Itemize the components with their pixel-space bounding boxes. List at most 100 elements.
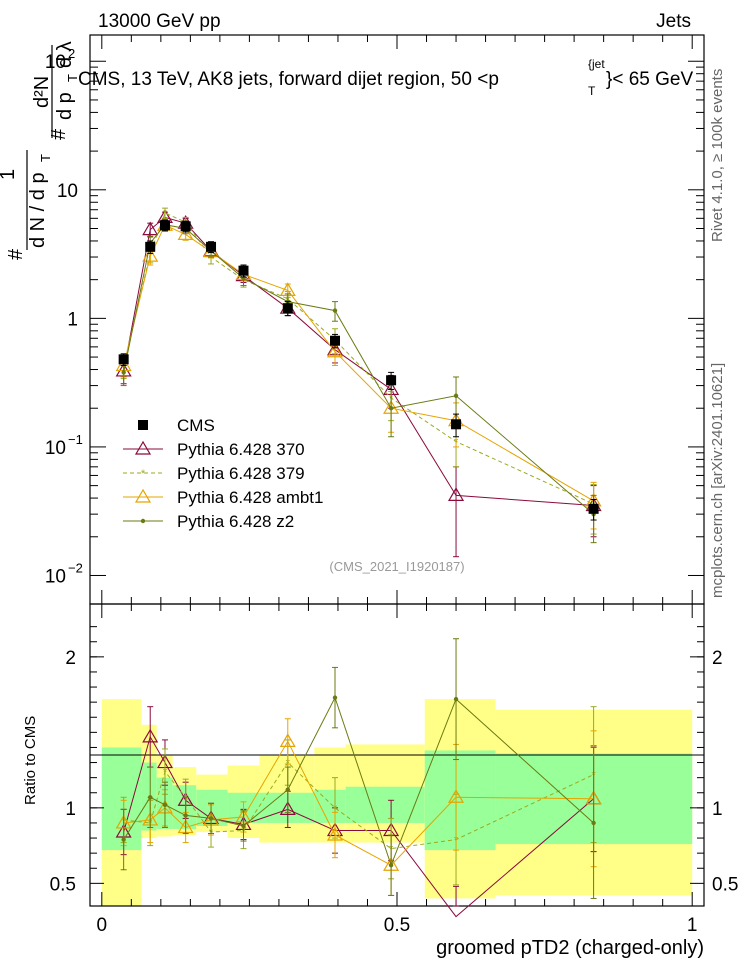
p379-marker: * <box>163 767 168 779</box>
legend-label: Pythia 6.428 z2 <box>177 512 294 531</box>
z2-marker <box>121 370 126 375</box>
main-ytick-label: 10 <box>45 566 66 587</box>
z2-marker <box>388 863 394 868</box>
ratio-ytick-label: 0.5 <box>50 874 76 895</box>
cms-marker <box>206 241 217 252</box>
z2-marker <box>148 795 153 800</box>
ylabel-hash: # <box>5 248 27 260</box>
ratio-xtick-label: 0.5 <box>384 915 410 936</box>
band-inner-bin <box>259 792 315 823</box>
main-ylabel: # 1 d N / d p T # d²N d p T d λ <box>0 41 80 260</box>
ambt1-marker <box>134 488 152 503</box>
cms-marker <box>238 265 249 276</box>
band-inner-bin <box>345 786 425 823</box>
legend-label: Pythia 6.428 370 <box>177 440 305 459</box>
cms-marker <box>588 503 599 514</box>
p379-marker: * <box>141 468 146 480</box>
cms-marker <box>159 220 170 231</box>
ylabel-dlambda: d λ <box>54 41 76 68</box>
mcplots-label: mcplots.cern.ch [arXiv:2401.10621] <box>709 363 726 598</box>
ratio-series: *********** <box>115 638 602 918</box>
ambt1-marker <box>447 789 465 803</box>
ratio-xtick-label: 1 <box>687 915 698 936</box>
legend-label: Pythia 6.428 ambt1 <box>177 488 323 507</box>
main-ytick-exponent: −1 <box>68 432 83 447</box>
z2-marker <box>121 837 126 842</box>
cms-marker <box>138 420 148 430</box>
cms-marker <box>282 303 293 314</box>
ambt1-marker <box>177 226 194 240</box>
z2-marker <box>453 696 459 702</box>
ratio-ylabel: Ratio to CMS <box>22 716 39 805</box>
p379-marker: * <box>333 803 338 815</box>
plot-title-sub: T <box>588 84 596 98</box>
main-series: *********** <box>115 207 602 558</box>
legend-label: Pythia 6.428 379 <box>177 464 305 483</box>
ylabel-dN: d N / d p <box>27 172 49 248</box>
analysis-watermark: (CMS_2021_I1920187) <box>329 559 464 574</box>
ratio-ytick-label-right: 2 <box>712 648 723 669</box>
ylabel-hash2: # <box>48 128 70 140</box>
header-right: Jets <box>656 11 691 32</box>
main-ytick-label: 10 <box>45 438 66 459</box>
z2-marker <box>332 308 338 313</box>
band-inner-bin <box>314 789 346 823</box>
ambt1-line <box>123 224 594 502</box>
plot-title-main: CMS, 13 TeV, AK8 jets, forward dijet reg… <box>78 69 499 90</box>
ratio-xtick-label: 0 <box>97 915 108 936</box>
cms-marker <box>386 375 397 386</box>
cms-marker <box>330 335 341 346</box>
ratio-ytick-label-right: 1 <box>712 799 723 820</box>
p370-marker <box>134 440 152 455</box>
p370-marker <box>447 487 465 501</box>
ambt1-marker <box>142 247 159 262</box>
ylabel-T: T <box>38 154 53 162</box>
ylabel-one: 1 <box>0 169 19 180</box>
band-inner-bin <box>172 785 197 829</box>
ylabel-dpT: d p <box>54 92 76 120</box>
band-inner-bin <box>101 747 142 851</box>
z2-marker <box>453 393 459 398</box>
z2-marker <box>162 802 168 808</box>
main-ytick-label: 10 <box>57 181 78 202</box>
p370-marker <box>142 221 159 236</box>
p370-marker <box>279 801 296 815</box>
plot-title-end: }< 65 GeV <box>606 69 693 90</box>
ratio-ytick-label-right: 0.5 <box>712 874 738 895</box>
legend-label: CMS <box>177 416 215 435</box>
ratio-ytick-label: 1 <box>65 799 76 820</box>
header-left: 13000 GeV pp <box>98 11 221 32</box>
z2-marker <box>591 820 596 826</box>
ambt1-marker <box>326 826 344 841</box>
cms-marker <box>180 221 191 232</box>
cms-marker <box>451 419 462 430</box>
ratio-ytick-label: 2 <box>65 648 76 669</box>
rivet-label: Rivet 4.1.0, ≥ 100k events <box>709 69 726 242</box>
cms-marker <box>145 241 156 252</box>
band-inner-bin <box>424 750 496 851</box>
z2-marker <box>285 787 290 792</box>
x-axis-label: groomed pTD2 (charged-only) <box>436 937 704 959</box>
plot-title: CMS, 13 TeV, AK8 jets, forward dijet reg… <box>78 69 499 90</box>
main-ytick-label: 10 <box>45 52 66 73</box>
z2-marker <box>140 518 146 524</box>
z2-marker <box>388 406 394 411</box>
ambt1-marker <box>279 733 296 748</box>
ylabel-T2: T <box>65 74 80 82</box>
ambt1-marker <box>326 343 344 358</box>
p370-marker <box>142 728 159 743</box>
p370-line <box>123 216 594 506</box>
main-ytick-exponent: −2 <box>68 560 83 575</box>
z2-marker <box>208 816 214 821</box>
main-ytick-label: 1 <box>67 309 78 330</box>
cms-marker <box>118 354 129 365</box>
z2-marker <box>183 813 188 818</box>
z2-marker <box>241 823 246 829</box>
ylabel-d2N: d²N <box>31 76 53 108</box>
z2-marker <box>332 695 338 700</box>
main-ytick-exponent: 2 <box>68 46 75 61</box>
p379-marker: * <box>163 208 168 220</box>
plot-title-sup: {jet <box>588 57 605 71</box>
